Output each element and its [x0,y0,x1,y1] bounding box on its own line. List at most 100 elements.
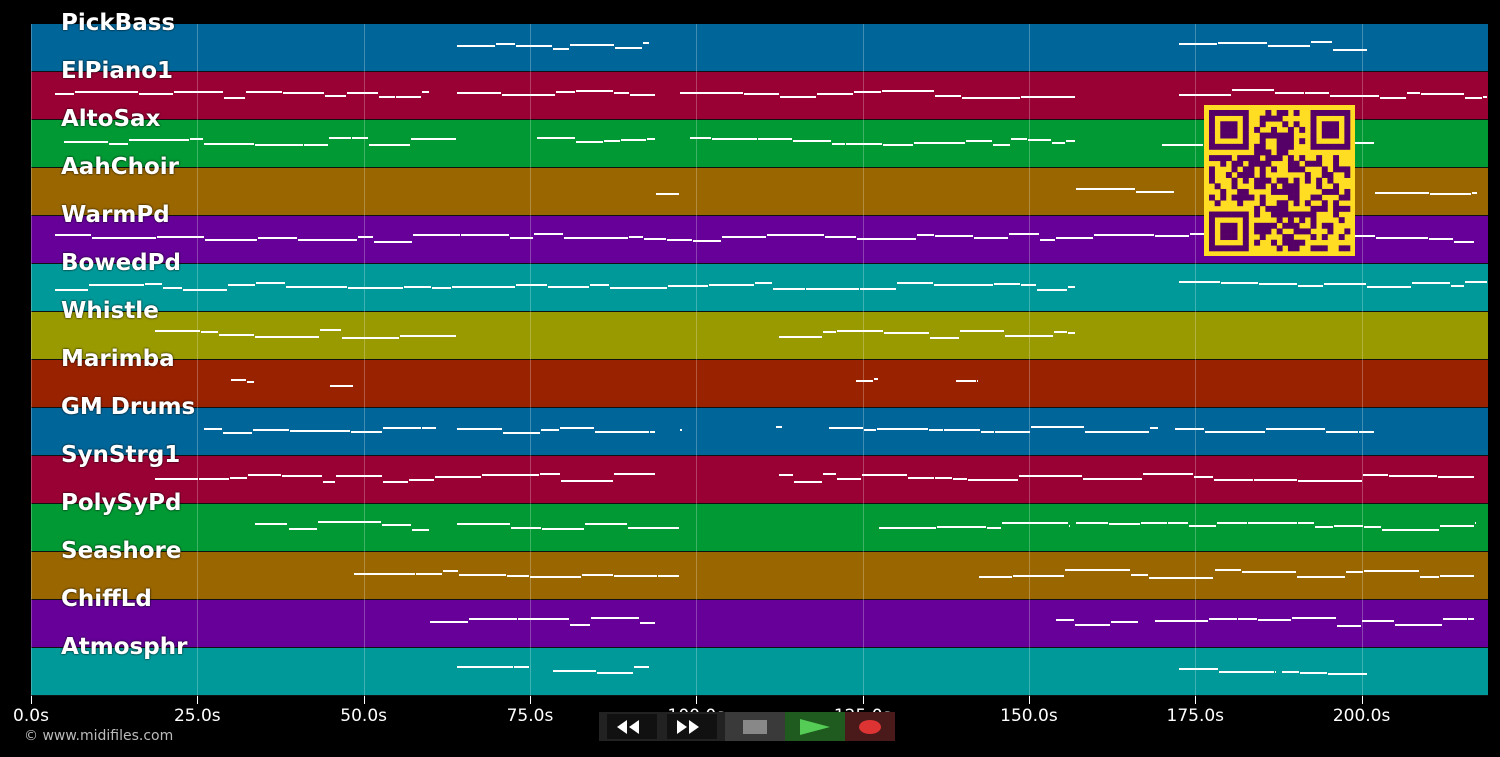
note-mark [1085,431,1149,433]
track-row[interactable] [31,360,1488,408]
grid-line [363,24,365,696]
note-mark [806,288,859,290]
note-mark [628,527,679,529]
note-mark [837,330,883,332]
note-mark [552,48,570,50]
note-mark [1075,624,1111,626]
note-mark [1188,525,1216,527]
note-mark [1474,522,1476,524]
note-mark [1411,282,1451,284]
note-mark [482,474,540,476]
note-mark [863,429,877,431]
note-mark [222,432,252,434]
note-mark [1281,671,1300,673]
note-mark [1454,241,1474,243]
note-mark [874,378,879,380]
note-mark [1075,522,1108,524]
track-row[interactable] [31,312,1488,360]
note-mark [1374,192,1430,194]
stop-button[interactable] [725,712,785,741]
note-mark [1329,95,1379,97]
note-mark [1464,281,1487,283]
track-row[interactable] [31,456,1488,504]
note-mark [374,241,412,243]
track-row[interactable] [31,504,1488,552]
note-mark [1238,618,1257,620]
record-button[interactable] [845,712,895,741]
note-mark [767,234,824,236]
note-mark [1068,525,1070,527]
note-mark [708,284,754,286]
track-row[interactable] [31,600,1488,648]
note-mark [329,137,351,139]
track-row[interactable] [31,264,1488,312]
axis-tick [363,696,365,704]
note-mark [836,478,862,480]
note-mark [298,239,358,241]
fast-forward-button[interactable] [667,714,717,739]
note-mark [581,574,613,576]
note-mark [1298,480,1363,482]
copyright-text: © www.midifiles.com [24,728,174,744]
note-mark [1364,570,1419,572]
note-mark [468,618,517,620]
note-mark [1002,522,1068,524]
play-icon [800,718,830,735]
note-mark [348,287,403,289]
note-mark [156,236,204,238]
note-mark [643,42,649,44]
note-mark [779,474,793,476]
track-label: Atmosphr [61,634,188,660]
note-mark [1439,525,1474,527]
grid-line [862,24,864,696]
track-label: GM Drums [61,394,196,420]
note-mark [456,92,502,94]
note-mark [667,285,708,287]
note-mark [1021,96,1075,98]
note-mark [570,624,590,626]
note-mark [88,284,144,286]
note-mark [318,521,382,523]
note-mark [144,283,162,285]
note-mark [54,289,88,291]
note-mark [758,138,792,140]
note-mark [590,284,610,286]
note-mark [258,237,298,239]
track-row[interactable] [31,648,1488,696]
note-mark [831,143,845,145]
note-mark [1231,89,1274,91]
note-mark [1178,281,1220,283]
note-mark [534,233,564,235]
note-mark [1068,286,1075,288]
note-mark [1297,285,1323,287]
track-row[interactable] [31,408,1488,456]
note-mark [1248,522,1298,524]
axis-tick [1195,696,1197,704]
play-button[interactable] [785,712,845,741]
rewind-button[interactable] [607,714,657,739]
note-mark [198,478,230,480]
note-mark [965,140,993,142]
note-mark [1055,619,1075,621]
note-mark [351,431,383,433]
note-mark [994,431,1031,433]
note-mark [128,139,189,141]
note-mark [1178,94,1231,96]
note-mark [553,670,597,672]
note-mark [1362,620,1394,622]
note-mark [780,96,817,98]
note-mark [614,47,643,49]
note-mark [108,143,128,145]
note-mark [917,234,935,236]
track-row[interactable] [31,24,1488,72]
note-mark [1376,237,1428,239]
note-mark [1344,235,1376,237]
note-mark [1241,571,1297,573]
track-label: AahChoir [61,154,179,180]
note-mark [281,475,322,477]
note-mark [933,284,994,286]
note-mark [1108,523,1141,525]
track-row[interactable] [31,552,1488,600]
grid-line [31,24,32,696]
note-mark [590,617,639,619]
